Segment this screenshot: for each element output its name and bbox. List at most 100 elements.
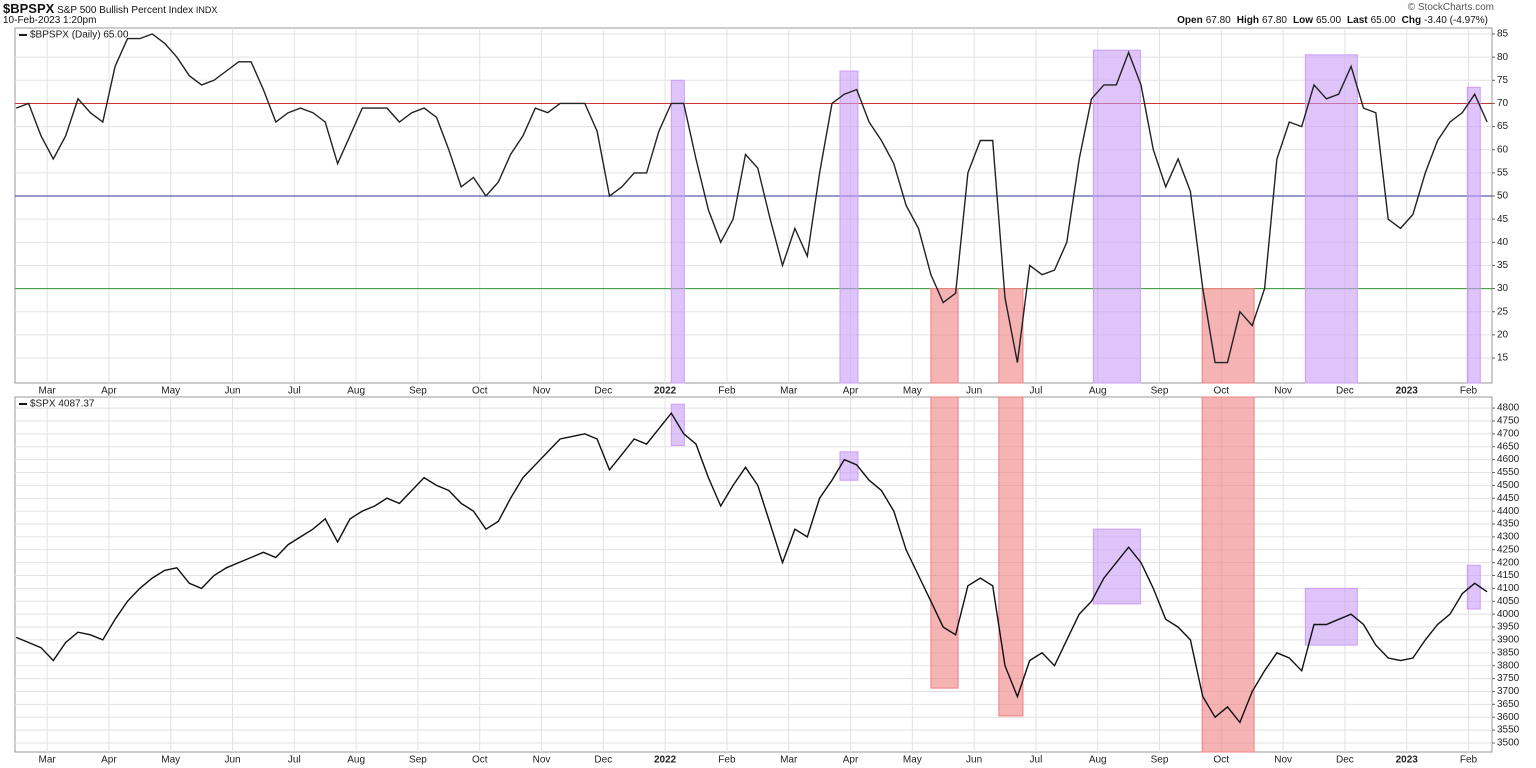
x-tick-label: Mar: [780, 386, 798, 397]
x-tick-label: May: [903, 755, 922, 766]
y-tick-label: 4050: [1497, 596, 1520, 607]
y-tick-label: 50: [1497, 191, 1509, 202]
highlight: [1304, 587, 1358, 646]
y-tick-label: 20: [1497, 330, 1509, 341]
x-tick-label: Jun: [224, 755, 240, 766]
y-tick-label: 75: [1497, 75, 1509, 86]
x-tick-label: Nov: [1274, 386, 1292, 397]
x-tick-label: Aug: [347, 755, 365, 766]
y-tick-label: 60: [1497, 144, 1509, 155]
y-tick-label: 25: [1497, 306, 1509, 317]
highlight: [1201, 396, 1255, 753]
x-tick-label: Nov: [533, 386, 551, 397]
y-tick-label: 85: [1497, 29, 1509, 40]
x-tick-label: Jul: [288, 386, 301, 397]
highlight: [930, 288, 959, 384]
highlight: [998, 288, 1024, 384]
y-tick-label: 3500: [1497, 738, 1520, 749]
quote-label: Chg: [1401, 15, 1422, 26]
x-tick-label: Jul: [1030, 755, 1043, 766]
y-tick-label: 45: [1497, 214, 1509, 225]
x-tick-label: May: [161, 755, 180, 766]
x-tick-label: Oct: [1214, 386, 1230, 397]
y-tick-label: 40: [1497, 237, 1509, 248]
x-tick-label: Oct: [1214, 755, 1230, 766]
x-tick-label: 2023: [1396, 755, 1419, 766]
plot-area: [14, 27, 1493, 384]
x-tick-label: Dec: [594, 755, 612, 766]
y-tick-label: 35: [1497, 260, 1509, 271]
y-tick-label: 3550: [1497, 725, 1520, 736]
x-tick-label: Feb: [718, 755, 736, 766]
quote-label: Low: [1293, 15, 1313, 26]
y-tick-label: 4200: [1497, 557, 1520, 568]
series-line: [15, 33, 1488, 364]
x-tick-label: Feb: [1460, 386, 1478, 397]
quote-value: 65.00: [1316, 15, 1342, 26]
quote-label: Last: [1347, 15, 1368, 26]
y-tick-label: 3850: [1497, 647, 1520, 658]
x-tick-label: Sep: [1151, 755, 1169, 766]
highlight: [1466, 86, 1481, 384]
x-tick-label: Jul: [1030, 386, 1043, 397]
y-tick-label: 4650: [1497, 441, 1520, 452]
y-tick-label: 3900: [1497, 635, 1520, 646]
y-tick-label: 4150: [1497, 570, 1520, 581]
x-tick-label: Dec: [1336, 755, 1354, 766]
exchange: INDX: [195, 5, 218, 15]
y-tick-label: 65: [1497, 121, 1509, 132]
y-tick-label: 4100: [1497, 583, 1520, 594]
y-tick-label: 4450: [1497, 493, 1520, 504]
x-tick-label: 2022: [654, 386, 677, 397]
highlight: [998, 396, 1024, 717]
index-name: S&P 500 Bullish Percent Index: [57, 5, 194, 16]
x-tick-label: Nov: [1274, 755, 1292, 766]
y-tick-label: 4400: [1497, 506, 1520, 517]
x-tick-label: Apr: [843, 755, 859, 766]
y-tick-label: 4300: [1497, 532, 1520, 543]
y-tick-label: 4500: [1497, 480, 1520, 491]
y-tick-label: 80: [1497, 52, 1509, 63]
x-tick-label: Aug: [1089, 755, 1107, 766]
legend-label: $BPSPX (Daily) 65.00: [30, 30, 129, 41]
x-tick-label: Sep: [409, 386, 427, 397]
x-tick-label: Sep: [409, 755, 427, 766]
symbol: $BPSPX: [3, 1, 55, 16]
quote-value: 67.80: [1261, 15, 1287, 26]
x-tick-label: Aug: [347, 386, 365, 397]
quote-label: Open: [1177, 15, 1203, 26]
y-tick-label: 3750: [1497, 673, 1520, 684]
y-tick-label: 4000: [1497, 609, 1520, 620]
x-tick-label: 2023: [1396, 386, 1419, 397]
y-tick-label: 4250: [1497, 544, 1520, 555]
x-tick-label: Oct: [472, 755, 488, 766]
y-tick-label: 3600: [1497, 712, 1520, 723]
x-tick-label: Jul: [288, 755, 301, 766]
x-tick-label: Feb: [718, 386, 736, 397]
highlight: [1092, 49, 1141, 384]
y-tick-label: 3700: [1497, 686, 1520, 697]
y-tick-label: 4800: [1497, 403, 1520, 414]
copyright: © StockCharts.com: [1407, 2, 1494, 13]
series-line: [15, 411, 1488, 724]
y-tick-label: 30: [1497, 283, 1509, 294]
y-tick-label: 15: [1497, 353, 1509, 364]
y-tick-label: 4350: [1497, 519, 1520, 530]
y-tick-label: 4600: [1497, 454, 1520, 465]
date: 10-Feb-2023 1:20pm: [3, 15, 97, 26]
plot-area: [14, 396, 1493, 753]
quote-value: 65.00: [1370, 15, 1396, 26]
y-tick-label: 3950: [1497, 622, 1520, 633]
x-tick-label: May: [903, 386, 922, 397]
highlight: [839, 70, 859, 384]
x-tick-label: Mar: [39, 755, 57, 766]
x-tick-label: Apr: [843, 386, 859, 397]
highlight: [839, 451, 859, 481]
x-tick-label: Nov: [533, 755, 551, 766]
x-tick-label: Oct: [472, 386, 488, 397]
quote-label: High: [1236, 15, 1259, 26]
y-tick-label: 4750: [1497, 416, 1520, 427]
x-tick-label: Apr: [101, 755, 117, 766]
highlight: [670, 79, 685, 384]
